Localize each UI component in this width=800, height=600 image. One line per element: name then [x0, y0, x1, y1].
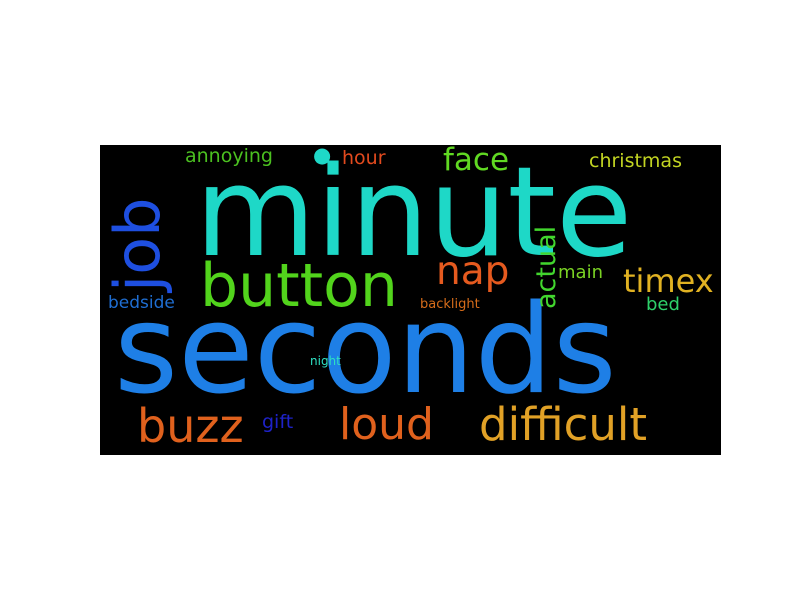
- word-gift: gift: [262, 411, 294, 433]
- word-loud: loud: [339, 399, 434, 450]
- word-hour: hour: [342, 147, 386, 169]
- word-difficult: difficult: [479, 398, 647, 451]
- word-job: job: [101, 197, 174, 292]
- word-seconds: seconds: [114, 279, 617, 422]
- word-night: night: [310, 354, 341, 368]
- word-timex: timex: [623, 262, 714, 300]
- word-nap: nap: [436, 249, 510, 294]
- word-dot: ●: [313, 145, 332, 167]
- word-button: button: [200, 251, 398, 321]
- word-christmas: christmas: [589, 150, 682, 172]
- word-minute: minute: [195, 145, 633, 285]
- word-buzz: buzz: [137, 399, 244, 453]
- word-backlight: backlight: [420, 297, 480, 312]
- word-actual: actual: [531, 225, 562, 309]
- word-bed: bed: [646, 294, 680, 315]
- word-main: main: [558, 262, 603, 283]
- word-face: face: [443, 145, 510, 178]
- word-bedside: bedside: [108, 293, 175, 313]
- word-annoying: annoying: [185, 145, 273, 167]
- word-cloud: minute seconds job button nap difficult …: [100, 145, 721, 455]
